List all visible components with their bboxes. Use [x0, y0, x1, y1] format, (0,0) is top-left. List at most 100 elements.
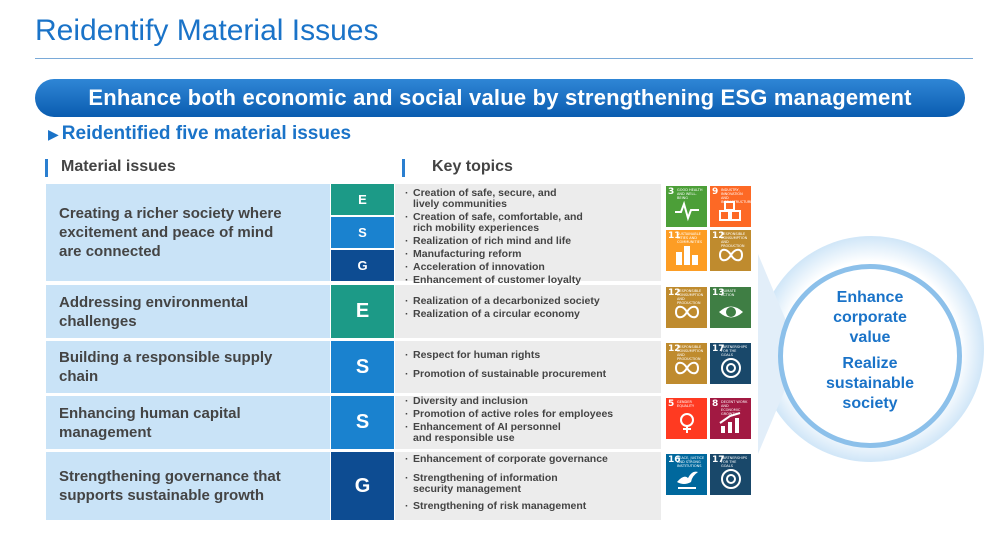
- key-topic-item: Strengthening of risk management: [404, 500, 661, 513]
- key-topic-text: Diversity and inclusion: [413, 395, 528, 407]
- sdg-goal-13-icon: 13 Climate action: [710, 287, 751, 328]
- key-topics-cell: Realization of a decarbonized societyRea…: [395, 285, 661, 338]
- key-topic-text: security management: [413, 483, 521, 495]
- sdg-goal-number: 9: [712, 187, 719, 197]
- sdg-goal-number: 3: [668, 187, 675, 197]
- key-topic-text: Promotion of active roles for employees: [413, 408, 614, 420]
- outcome-line: Realize: [842, 355, 898, 372]
- material-issue-title: Addressing environmental challenges: [46, 285, 330, 338]
- key-topic-item: Realization of rich mind and life: [404, 235, 661, 248]
- sdg-goal-label: Responsible consumption and production: [677, 289, 704, 305]
- key-topic-item: Enhancement of customer loyalty: [404, 274, 661, 287]
- triangle-marker-icon: ▶: [48, 126, 59, 142]
- material-issue-title: Enhancing human capital management: [46, 396, 330, 449]
- key-topic-text: Creation of safe, comfortable, and: [413, 211, 583, 223]
- material-issue-row: Strengthening governance that supports su…: [46, 452, 661, 520]
- sdg-goal-label: Decent work and economic growth: [721, 400, 748, 416]
- page-title: Reidentify Material Issues: [35, 14, 379, 47]
- key-topic-text: Respect for human rights: [413, 349, 541, 361]
- esg-badge-g: G: [331, 250, 394, 281]
- key-topic-text: Acceleration of innovation: [413, 261, 545, 273]
- key-topic-item: Realization of a decarbonized society: [404, 296, 661, 308]
- sdg-goal-17-icon: 17 Partnerships for the goals: [710, 454, 751, 495]
- material-issue-row: Addressing environmentalchallengesEReali…: [46, 285, 661, 338]
- sdg-goal-16-icon: 16 Peace, justice and strong institutions: [666, 454, 707, 495]
- material-issue-row: Enhancing human capitalmanagementSDivers…: [46, 396, 661, 449]
- key-topic-item: Realization of a circular economy: [404, 308, 661, 321]
- material-issue-title-line: Addressing environmental: [59, 293, 249, 311]
- key-topic-item: Promotion of active roles for employees: [404, 408, 661, 421]
- key-topic-item: Manufacturing reform: [404, 248, 661, 261]
- outcome-text: Enhance corporate value Realize sustaina…: [778, 288, 962, 420]
- sdg-goal-number: 12: [712, 231, 725, 241]
- outcome-circle: [778, 264, 962, 448]
- sdg-goal-number: 8: [712, 399, 719, 409]
- sdg-goal-number: 16: [668, 455, 681, 465]
- material-issue-title-line: Building a responsible supply: [59, 349, 273, 366]
- outcome-line: Enhance: [836, 289, 904, 306]
- key-topic-text: Realization of a circular economy: [413, 308, 580, 320]
- title-divider: [35, 58, 973, 59]
- sdg-goal-17-icon: 17 Partnerships for the goals: [710, 343, 751, 384]
- key-topic-item: Promotion of sustainable procurement: [404, 369, 661, 381]
- material-issue-title: Building a responsible supply chain: [46, 341, 330, 393]
- sdg-goal-number: 17: [712, 455, 725, 465]
- material-issue-title-line: challenges: [59, 312, 137, 330]
- material-issue-title-line: chain: [59, 368, 99, 385]
- sdg-goal-5-icon: 5 Gender equality: [666, 398, 707, 439]
- key-topic-text: and responsible use: [413, 432, 515, 444]
- outcome-line: society: [842, 395, 898, 412]
- sdg-goal-label: Industry, innovation and infrastructure: [721, 188, 753, 204]
- key-topic-text: Manufacturing reform: [413, 248, 522, 260]
- column-header-material-issues: Material issues: [45, 158, 176, 178]
- material-issue-title-line: management: [59, 423, 152, 441]
- material-issue-row: Creating a richer society where excitemen…: [46, 184, 661, 286]
- sdg-goal-number: 11: [668, 231, 681, 241]
- outcome-line: sustainable: [825, 375, 915, 392]
- outcome-line: corporate: [833, 309, 907, 326]
- key-topic-text: Strengthening of risk management: [413, 500, 587, 512]
- key-topic-text: Creation of safe, secure, and: [413, 187, 557, 199]
- sdg-goal-number: 5: [668, 399, 675, 409]
- esg-badge-e: E: [331, 285, 394, 338]
- sdg-goal-number: 13: [712, 288, 725, 298]
- key-topic-text: lively communities: [413, 198, 507, 210]
- sdg-goal-8-icon: 8 Decent work and economic growth: [710, 398, 751, 439]
- key-topic-item: Respect for human rights: [404, 349, 661, 362]
- column-header-key-topics: Key topics: [402, 158, 513, 178]
- sdg-goal-label: Good health and well-being: [677, 188, 703, 200]
- material-issue-title: Creating a richer society where excitemen…: [46, 184, 330, 281]
- key-topic-text: Enhancement of AI personnel: [413, 421, 561, 433]
- section-subheading: ▶ Reidentified five material issues: [48, 123, 351, 145]
- sdg-goal-9-icon: 9 Industry, innovation and infrastructure: [710, 186, 753, 227]
- material-issue-title-line: excitement and peace of mind: [59, 224, 274, 241]
- sdg-goal-12-icon: 12 Responsible consumption and production: [666, 287, 707, 328]
- sdg-goal-11-icon: 11 Sustainable cities and communities: [666, 230, 707, 271]
- headline-banner: Enhance both economic and social value b…: [35, 79, 965, 117]
- sdg-goal-label: Responsible consumption and production: [721, 232, 748, 248]
- key-topic-text: Enhancement of corporate governance: [413, 453, 608, 465]
- key-topic-item: Enhancement of corporate governance: [404, 453, 661, 466]
- sdg-goal-12-icon: 12 Responsible consumption and production: [666, 343, 707, 384]
- subheading-text: Reidentified five material issues: [61, 123, 352, 144]
- material-issue-title: Strengthening governance that supports su…: [46, 452, 330, 520]
- material-issue-row: Building a responsible supply chain S Respe…: [46, 341, 661, 393]
- key-topic-text: Enhancement of customer loyalty: [413, 274, 582, 286]
- esg-badge-s: S: [331, 217, 394, 248]
- sdg-goal-number: 12: [668, 344, 681, 354]
- key-topic-item: Acceleration of innovation: [404, 261, 661, 274]
- sdg-goal-number: 12: [668, 288, 681, 298]
- sdg-goal-label: Peace, justice and strong institutions: [677, 456, 705, 468]
- key-topic-text: Realization of rich mind and life: [413, 235, 572, 247]
- sdg-goal-label: Partnerships for the goals: [721, 345, 748, 357]
- key-topic-text: rich mobility experiences: [413, 222, 540, 234]
- sdg-goal-3-icon: 3 Good health and well-being: [666, 186, 707, 227]
- material-issue-title-line: Strengthening governance that: [59, 468, 281, 485]
- esg-badge-s: S: [331, 341, 394, 393]
- key-topics-cell: Diversity and inclusionPromotion of acti…: [395, 396, 661, 449]
- esg-badge-s: S: [331, 396, 394, 449]
